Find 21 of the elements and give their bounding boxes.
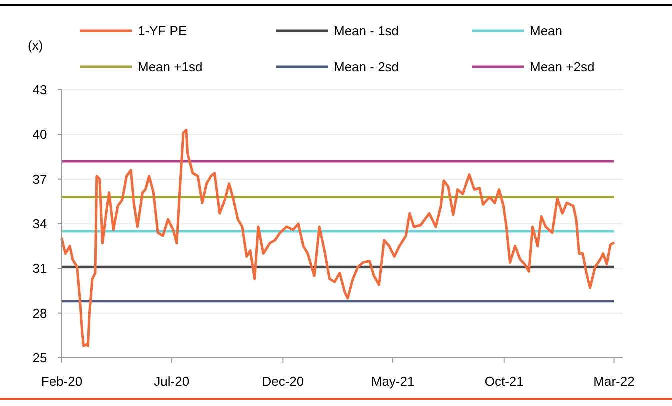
legend-label: Mean - 1sd — [334, 24, 400, 39]
y-tick-label: 28 — [32, 306, 48, 321]
line-series — [60, 128, 615, 348]
y-tick-label: 40 — [32, 127, 48, 142]
x-tick-label: May-21 — [371, 374, 415, 389]
x-tick-label: Feb-20 — [41, 374, 83, 389]
y-tick-label: 25 — [32, 350, 48, 366]
y-tick-label: 43 — [32, 82, 48, 98]
x-tick-label: Mar-22 — [594, 374, 635, 389]
x-tick-label: Oct-21 — [484, 374, 524, 389]
legend-label: Mean - 2sd — [334, 60, 400, 75]
x-tick-label: Dec-20 — [262, 374, 304, 389]
legend-label: Mean +2sd — [530, 60, 595, 75]
legend-label: Mean +1sd — [138, 60, 203, 75]
y-tick-label: 37 — [32, 172, 48, 187]
x-tick-label: Jul-20 — [154, 374, 190, 389]
y-tick-label: 34 — [32, 216, 48, 232]
y-tick-label: 31 — [32, 261, 48, 276]
legend-label: Mean — [530, 24, 563, 39]
legend-label: 1-YF PE — [138, 24, 188, 39]
y-axis-title: (x) — [28, 38, 44, 53]
